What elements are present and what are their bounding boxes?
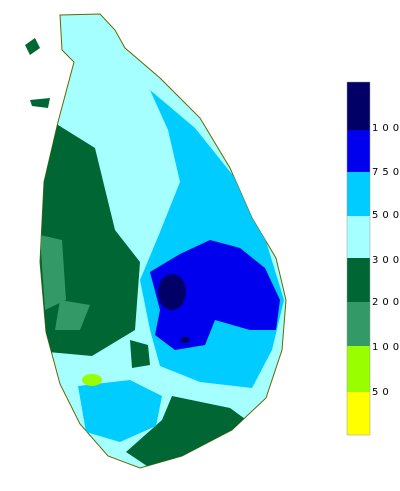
legend: 1000 750 500 300 200 100 50 bbox=[346, 81, 400, 436]
legend-label: 300 bbox=[372, 255, 400, 266]
zone-500-750 bbox=[78, 380, 162, 442]
legend-swatch bbox=[347, 172, 370, 216]
zone-over-1000 bbox=[180, 337, 190, 343]
legend-label: 1000 bbox=[372, 123, 400, 134]
legend-swatch bbox=[347, 302, 370, 346]
zone-50-100 bbox=[82, 374, 102, 386]
islet bbox=[30, 98, 50, 108]
legend-swatch bbox=[347, 346, 370, 392]
zone-over-1000 bbox=[158, 274, 186, 310]
zone-100-200 bbox=[40, 235, 66, 310]
legend-label: 200 bbox=[372, 297, 400, 308]
legend-label: 500 bbox=[372, 210, 400, 221]
islet bbox=[25, 38, 40, 55]
legend-swatch bbox=[347, 216, 370, 258]
zone-100-200 bbox=[55, 300, 90, 330]
legend-label: 100 bbox=[372, 342, 400, 353]
legend-swatch bbox=[347, 82, 370, 130]
zone-750-1000 bbox=[150, 240, 280, 350]
legend-swatch bbox=[347, 258, 370, 302]
legend-swatch bbox=[347, 392, 370, 435]
legend-border bbox=[346, 81, 371, 436]
island bbox=[25, 13, 287, 469]
legend-label: 750 bbox=[372, 167, 400, 178]
zone-200-300 bbox=[126, 396, 252, 468]
legend-swatch bbox=[347, 130, 370, 172]
legend-label: 50 bbox=[372, 387, 393, 398]
zone-200-300 bbox=[130, 340, 150, 368]
